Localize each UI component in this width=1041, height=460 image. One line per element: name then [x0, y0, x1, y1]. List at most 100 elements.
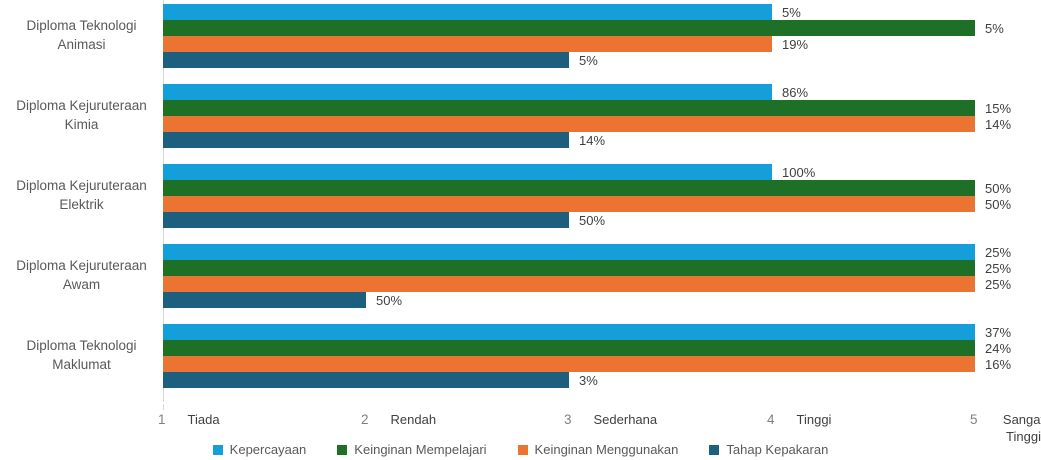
- category-label-diploma-kejuruteraan-kimia: Diploma Kejuruteraan Kimia: [16, 98, 147, 132]
- category-group: Diploma Kejuruteraan Elektrik 100% 50% 50% 5…: [0, 164, 1041, 228]
- data-label: 25%: [985, 260, 1012, 276]
- axis-tick-4: 4 Tinggi: [767, 412, 831, 429]
- data-label: 100%: [782, 164, 816, 180]
- bar-tahap-kepakaran: [163, 212, 569, 228]
- axis-tick-2: 2 Rendah: [361, 412, 436, 429]
- bar-row: 14%: [163, 116, 1041, 132]
- data-label: 50%: [985, 180, 1012, 196]
- x-axis: 1 Tiada 2 Rendah 3 Sederhana 4 Tinggi 5 Sangat Ti…: [0, 404, 1041, 444]
- bar-row: 16%: [163, 356, 1041, 372]
- bar-cluster: 100% 50% 50% 50%: [163, 164, 1041, 228]
- axis-tick-number: 2: [361, 412, 369, 427]
- bar-keinginan-mempelajari: [163, 20, 975, 36]
- legend-swatch-tahap-kepakaran: [709, 444, 720, 455]
- bar-cluster: 86% 15% 14% 14%: [163, 84, 1041, 148]
- legend-item-keinginan-mempelajari: Keinginan Mempelajari: [337, 442, 487, 457]
- data-label: 14%: [579, 132, 606, 148]
- legend-item-keinginan-menggunakan: Keinginan Menggunakan: [517, 442, 679, 457]
- category-label-diploma-kejuruteraan-awam: Diploma Kejuruteraan Awam: [16, 258, 147, 292]
- data-label: 5%: [782, 4, 801, 20]
- bar-row: 5%: [163, 20, 1041, 36]
- data-label: 15%: [985, 100, 1012, 116]
- legend-item-tahap-kepakaran: Tahap Kepakaran: [709, 442, 828, 457]
- bar-row: 25%: [163, 260, 1041, 276]
- bar-keinginan-menggunakan: [163, 196, 975, 212]
- axis-tick-5: 5 Sangat Tinggi: [970, 412, 1041, 446]
- bar-keinginan-mempelajari: [163, 260, 975, 276]
- legend: Kepercayaan Keinginan Mempelajari Keingina…: [0, 442, 1041, 457]
- legend-swatch-kepercayaan: [212, 444, 223, 455]
- bar-row: 15%: [163, 100, 1041, 116]
- bar-tahap-kepakaran: [163, 52, 569, 68]
- bar-row: 25%: [163, 244, 1041, 260]
- category-group: Diploma Kejuruteraan Kimia 86% 15% 14% 14%: [0, 84, 1041, 148]
- bar-cluster: 25% 25% 25% 50%: [163, 244, 1041, 308]
- data-label: 25%: [985, 244, 1012, 260]
- legend-label: Keinginan Menggunakan: [534, 442, 679, 457]
- bar-row: 24%: [163, 340, 1041, 356]
- bar-keinginan-mempelajari: [163, 100, 975, 116]
- legend-item-kepercayaan: Kepercayaan: [212, 442, 307, 457]
- legend-swatch-keinginan-mempelajari: [337, 444, 348, 455]
- bar-row: 50%: [163, 292, 1041, 308]
- bar-row: 37%: [163, 324, 1041, 340]
- bar-cluster: 5% 5% 19% 5%: [163, 4, 1041, 68]
- axis-tick-label: Tiada: [187, 412, 220, 427]
- bar-row: 86%: [163, 84, 1041, 100]
- data-label: 25%: [985, 276, 1012, 292]
- bar-keinginan-menggunakan: [163, 276, 975, 292]
- bar-row: 100%: [163, 164, 1041, 180]
- bar-kepercayaan: [163, 4, 772, 20]
- bar-kepercayaan: [163, 244, 975, 260]
- category-label-diploma-kejuruteraan-elektrik: Diploma Kejuruteraan Elektrik: [16, 178, 147, 212]
- bar-row: 50%: [163, 212, 1041, 228]
- bar-row: 5%: [163, 4, 1041, 20]
- bar-row: 19%: [163, 36, 1041, 52]
- axis-tick-3: 3 Sederhana: [564, 412, 657, 429]
- bar-row: 25%: [163, 276, 1041, 292]
- bar-row: 50%: [163, 180, 1041, 196]
- data-label: 5%: [985, 20, 1004, 36]
- data-label: 50%: [579, 212, 606, 228]
- bar-row: 3%: [163, 372, 1041, 388]
- bar-row: 14%: [163, 132, 1041, 148]
- data-label: 50%: [985, 196, 1012, 212]
- legend-label: Kepercayaan: [229, 442, 307, 457]
- category-group: Diploma Teknologi Maklumat 37% 24% 16% 3%: [0, 324, 1041, 388]
- bar-keinginan-mempelajari: [163, 180, 975, 196]
- plot-area: Diploma Teknologi Animasi 5% 5% 19% 5% Diplom…: [0, 0, 1041, 402]
- category-group: Diploma Teknologi Animasi 5% 5% 19% 5%: [0, 4, 1041, 68]
- bar-tahap-kepakaran: [163, 292, 366, 308]
- data-label: 50%: [376, 292, 403, 308]
- data-label: 14%: [985, 116, 1012, 132]
- bar-keinginan-menggunakan: [163, 356, 975, 372]
- data-label: 19%: [782, 36, 809, 52]
- bar-cluster: 37% 24% 16% 3%: [163, 324, 1041, 388]
- axis-tick-label: Sangat Tinggi: [1002, 412, 1041, 444]
- bar-row: 50%: [163, 196, 1041, 212]
- axis-tick-1: 1 Tiada: [158, 412, 220, 429]
- bar-row: 5%: [163, 52, 1041, 68]
- category-group: Diploma Kejuruteraan Awam 25% 25% 25% 50%: [0, 244, 1041, 308]
- data-label: 16%: [985, 356, 1012, 372]
- axis-tick-label: Tinggi: [796, 412, 832, 427]
- bar-kepercayaan: [163, 84, 772, 100]
- axis-tick-label: Sederhana: [593, 412, 658, 427]
- category-label-diploma-teknologi-animasi: Diploma Teknologi Animasi: [26, 18, 137, 52]
- bar-keinginan-menggunakan: [163, 36, 772, 52]
- bar-tahap-kepakaran: [163, 132, 569, 148]
- bar-tahap-kepakaran: [163, 372, 569, 388]
- axis-tick-number: 1: [158, 412, 166, 427]
- legend-swatch-keinginan-menggunakan: [517, 444, 528, 455]
- legend-label: Keinginan Mempelajari: [354, 442, 487, 457]
- data-label: 3%: [579, 372, 598, 388]
- bar-kepercayaan: [163, 164, 772, 180]
- data-label: 86%: [782, 84, 809, 100]
- axis-tick-number: 4: [767, 412, 775, 427]
- axis-tick-number: 3: [564, 412, 572, 427]
- axis-tick-number: 5: [970, 412, 978, 427]
- data-label: 37%: [985, 324, 1012, 340]
- bar-keinginan-menggunakan: [163, 116, 975, 132]
- category-label-diploma-teknologi-maklumat: Diploma Teknologi Maklumat: [26, 338, 137, 372]
